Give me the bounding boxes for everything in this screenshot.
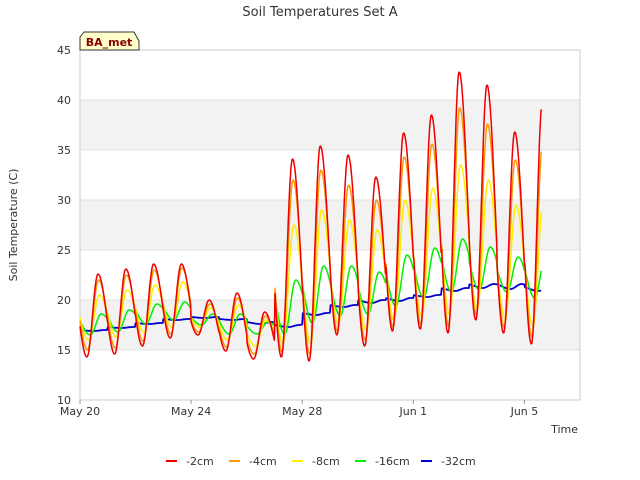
- station-badge: BA_met: [79, 31, 140, 51]
- x-tick-label: May 28: [282, 405, 322, 418]
- x-axis: May 20 May 24 May 28 Jun 1 Jun 5: [60, 400, 538, 418]
- grid-band: [80, 150, 580, 200]
- y-tick-label: 20: [57, 294, 71, 307]
- grid-bands: [80, 50, 580, 400]
- y-tick-label: 10: [57, 394, 71, 407]
- grid-band: [80, 200, 580, 250]
- grid-band: [80, 100, 580, 150]
- legend-label: -4cm: [249, 455, 277, 468]
- x-tick-label: May 24: [171, 405, 211, 418]
- badge-label: BA_met: [86, 36, 133, 49]
- x-axis-label: Time: [550, 423, 578, 436]
- y-tick-label: 40: [57, 94, 71, 107]
- legend-label: -8cm: [312, 455, 340, 468]
- y-tick-label: 15: [57, 344, 71, 357]
- legend-label: -2cm: [186, 455, 214, 468]
- plot-area: [79, 49, 581, 401]
- series-line-minus-32cm: [79, 283, 542, 332]
- y-tick-label: 45: [57, 44, 71, 57]
- series-line-minus-16cm: [79, 238, 542, 336]
- x-tick-label: Jun 5: [510, 405, 539, 418]
- chart-title: Soil Temperatures Set A: [242, 5, 397, 20]
- grid-band: [80, 350, 580, 400]
- legend-label: -32cm: [441, 455, 476, 468]
- legend-label: -16cm: [375, 455, 410, 468]
- grid-band: [80, 50, 580, 100]
- series-lines: [79, 71, 542, 362]
- y-tick-label: 35: [57, 144, 71, 157]
- y-tick-label: 25: [57, 244, 71, 257]
- series-line-minus-2cm: [79, 71, 542, 362]
- badge-box: [79, 31, 140, 51]
- y-tick-label: 30: [57, 194, 71, 207]
- y-axis: 10 15 20 25 30 35 40 45: [57, 44, 71, 407]
- x-tick-label: Jun 1: [398, 405, 427, 418]
- legend: -2cm -4cm -8cm -16cm -32cm: [166, 455, 476, 468]
- y-axis-label: Soil Temperature (C): [7, 169, 20, 282]
- x-tick-label: May 20: [60, 405, 100, 418]
